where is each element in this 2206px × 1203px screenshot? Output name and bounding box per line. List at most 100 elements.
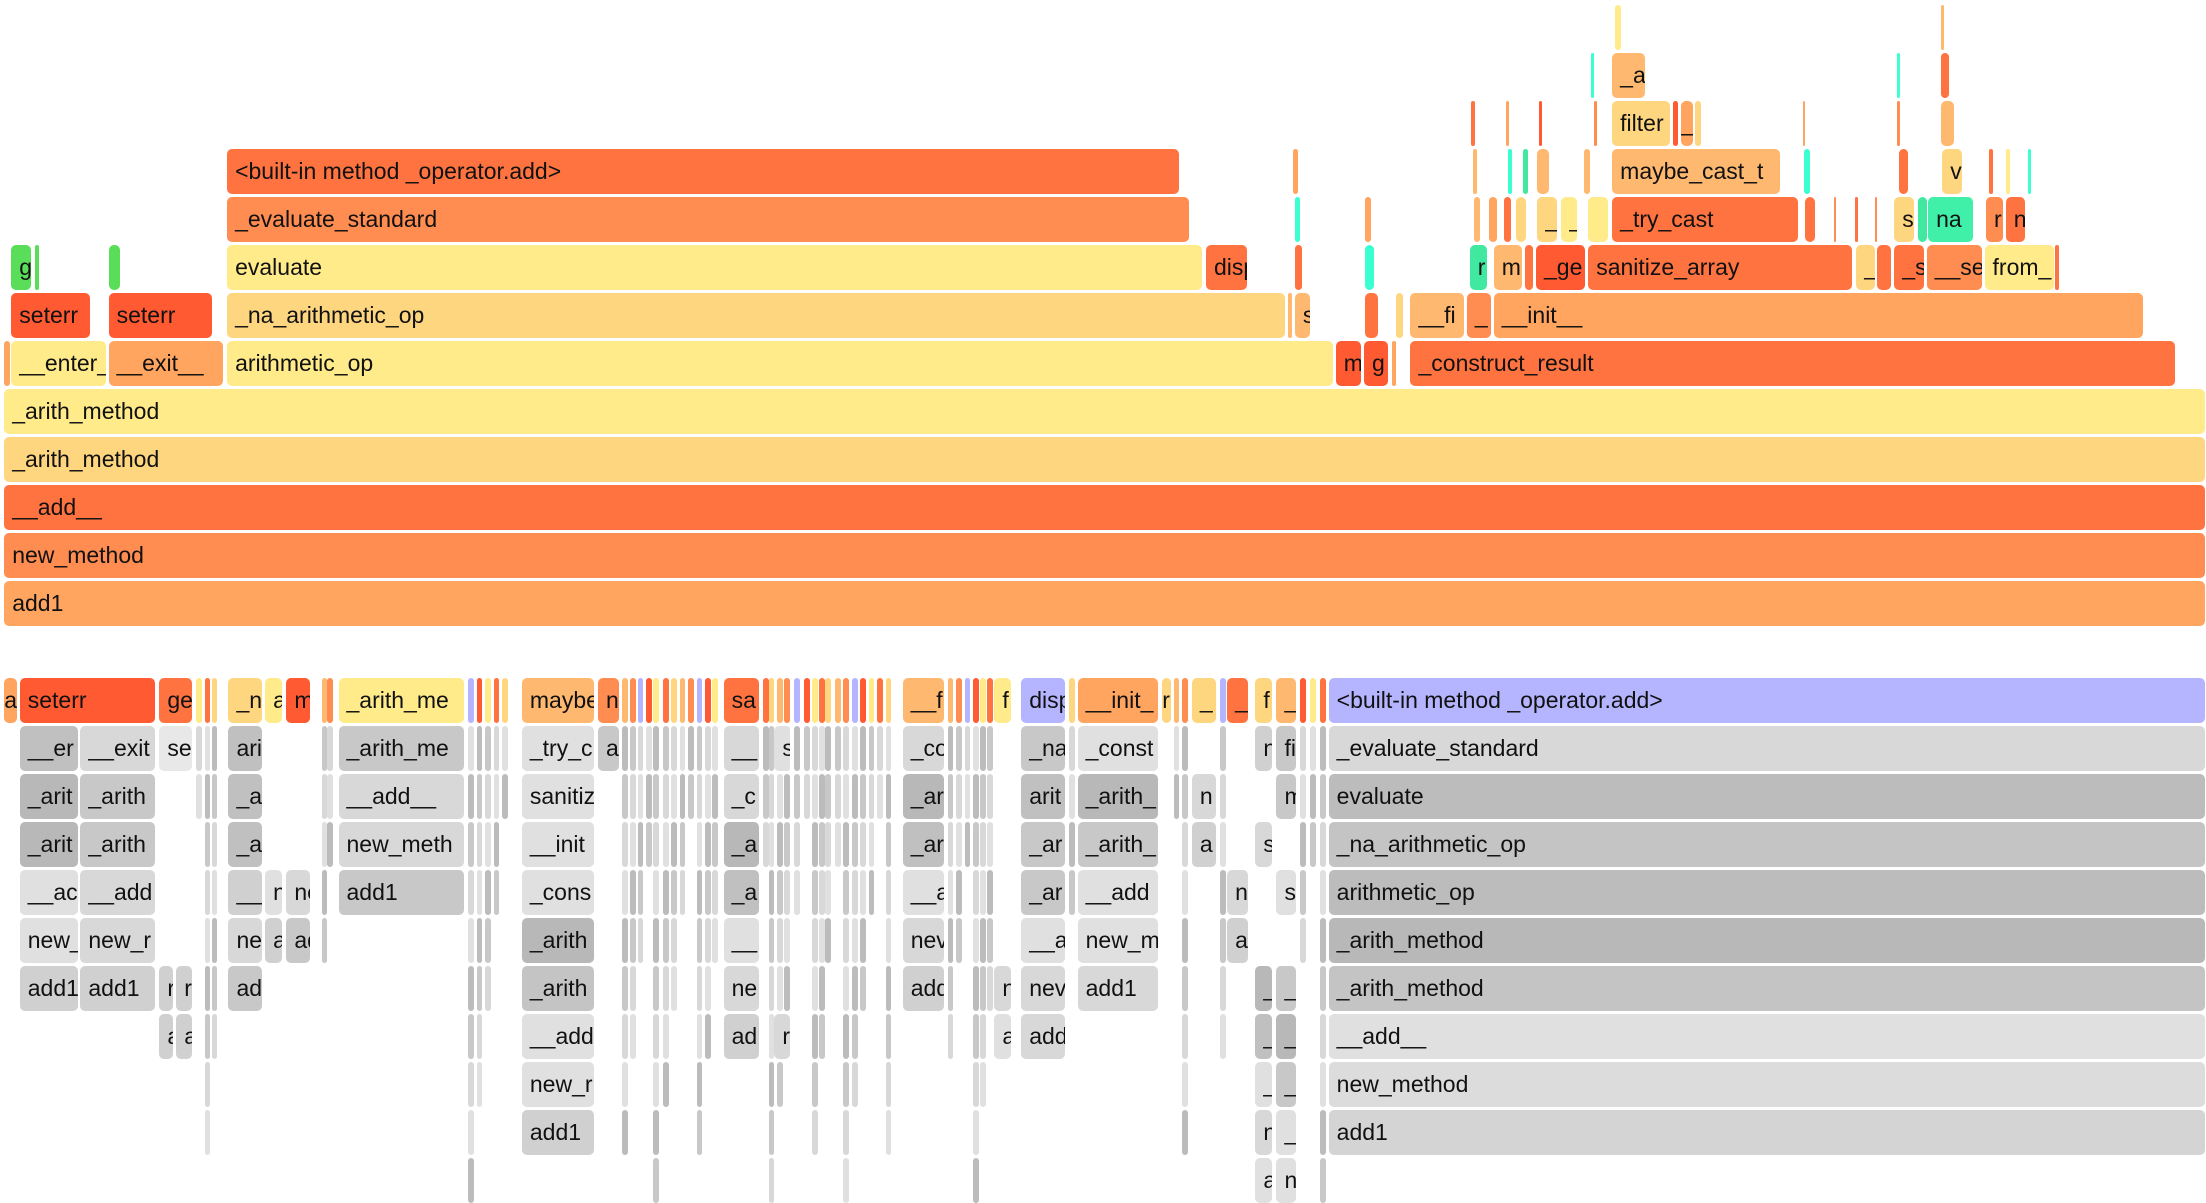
flame-frame-sliver[interactable] [630, 726, 637, 771]
flame-frame-sliver[interactable] [1220, 870, 1226, 915]
flame-frame-sliver[interactable] [653, 774, 659, 819]
flame-frame-sliver[interactable] [1181, 678, 1188, 723]
flame-frame-sliver[interactable] [987, 822, 993, 867]
flame-frame-sliver[interactable] [211, 726, 218, 771]
flame-frame[interactable]: __ [723, 918, 759, 963]
flame-frame-sliver[interactable] [1220, 822, 1226, 867]
flame-frame[interactable]: add1 [19, 966, 78, 1011]
flame-frame-sliver[interactable] [1320, 870, 1326, 915]
flame-frame-sliver[interactable] [835, 726, 841, 771]
flame-frame-sliver[interactable] [973, 918, 979, 963]
flame-frame-sliver[interactable] [1069, 774, 1075, 819]
flame-frame-sliver[interactable] [885, 1062, 892, 1107]
flame-frame[interactable]: _cons [521, 870, 594, 915]
flame-frame-sliver[interactable] [819, 966, 826, 1011]
flame-frame-sliver[interactable] [653, 966, 659, 1011]
flame-frame[interactable]: _ [1681, 101, 1693, 146]
flame-frame-sliver[interactable] [502, 774, 508, 819]
flame-frame-sliver[interactable] [696, 966, 703, 1011]
flame-frame-sliver[interactable] [812, 678, 819, 723]
flame-frame[interactable]: _a [228, 822, 263, 867]
flame-frame[interactable]: _arith_method [1328, 966, 2205, 1011]
flame-frame-sliver[interactable] [696, 870, 703, 915]
flame-frame[interactable]: a [4, 678, 17, 723]
flame-frame-sliver[interactable] [1805, 197, 1816, 242]
flame-frame-sliver[interactable] [1300, 726, 1307, 771]
flame-frame-sliver[interactable] [768, 1062, 775, 1107]
flame-frame[interactable]: _na [1021, 726, 1065, 771]
flame-frame[interactable]: ari [228, 726, 263, 771]
flame-frame[interactable]: f [1255, 678, 1273, 723]
flame-frame-sliver[interactable] [777, 966, 783, 1011]
flame-frame-sliver[interactable] [768, 1110, 775, 1155]
flame-frame-sliver[interactable] [622, 774, 628, 819]
flame-frame[interactable]: ne [228, 918, 263, 963]
flame-frame-sliver[interactable] [327, 726, 333, 771]
flame-frame-sliver[interactable] [1537, 149, 1549, 194]
flame-frame[interactable]: __add__ [338, 774, 465, 819]
flame-frame-sliver[interactable] [1310, 774, 1316, 819]
flame-frame-sliver[interactable] [803, 726, 810, 771]
flame-frame-sliver[interactable] [877, 774, 883, 819]
flame-frame-sliver[interactable] [973, 678, 979, 723]
flame-frame-sliver[interactable] [2005, 149, 2010, 194]
flame-frame[interactable]: _a [228, 774, 263, 819]
flame-frame-sliver[interactable] [705, 822, 711, 867]
flame-frame-sliver[interactable] [662, 1062, 669, 1107]
flame-frame-sliver[interactable] [630, 678, 637, 723]
flame-frame-sliver[interactable] [1181, 918, 1188, 963]
flame-frame[interactable]: a [265, 918, 283, 963]
flame-frame-sliver[interactable] [851, 678, 858, 723]
flame-frame[interactable]: _ [1255, 1014, 1273, 1059]
flame-frame[interactable]: new_meth [338, 822, 465, 867]
flame-frame-sliver[interactable] [493, 726, 500, 771]
flame-frame-sliver[interactable] [987, 726, 993, 771]
flame-frame[interactable]: sanitiz [521, 774, 594, 819]
flame-frame[interactable]: __add [1077, 870, 1158, 915]
flame-frame[interactable]: add1 [521, 1110, 594, 1155]
flame-frame[interactable]: new_method [4, 533, 2205, 578]
flame-frame[interactable]: _ [1227, 678, 1249, 723]
flame-frame-sliver[interactable] [696, 918, 703, 963]
flame-frame-sliver[interactable] [987, 774, 993, 819]
flame-frame-sliver[interactable] [637, 822, 644, 867]
flame-frame-sliver[interactable] [1516, 197, 1527, 242]
flame-frame[interactable]: r [159, 966, 174, 1011]
flame-frame-sliver[interactable] [712, 870, 718, 915]
flame-frame[interactable]: _arit [19, 822, 78, 867]
flame-frame[interactable]: _arith [80, 774, 156, 819]
flame-frame-sliver[interactable] [1802, 101, 1806, 146]
flame-frame-sliver[interactable] [637, 774, 644, 819]
flame-frame[interactable]: nev [1021, 966, 1065, 1011]
flame-frame-sliver[interactable] [476, 822, 483, 867]
flame-frame-sliver[interactable] [1320, 822, 1326, 867]
flame-frame[interactable]: __a [1021, 918, 1065, 963]
flame-frame-sliver[interactable] [973, 1014, 979, 1059]
flame-frame[interactable]: ge [159, 678, 192, 723]
flame-frame[interactable]: r [774, 1014, 790, 1059]
flame-frame-sliver[interactable] [763, 678, 769, 723]
flame-frame-sliver[interactable] [843, 1158, 850, 1203]
flame-frame-sliver[interactable] [980, 966, 986, 1011]
flame-frame[interactable]: n [598, 678, 620, 723]
flame-frame[interactable]: __init__ [1493, 293, 2143, 338]
flame-frame-sliver[interactable] [622, 1062, 628, 1107]
flame-frame-sliver[interactable] [1320, 918, 1326, 963]
flame-frame-sliver[interactable] [819, 918, 826, 963]
flame-frame-sliver[interactable] [825, 870, 831, 915]
flame-frame-sliver[interactable] [630, 870, 637, 915]
flame-frame[interactable]: new_method [1328, 1062, 2205, 1107]
flame-frame-sliver[interactable] [768, 1158, 775, 1203]
flame-frame-sliver[interactable] [768, 966, 775, 1011]
flame-frame-sliver[interactable] [1506, 101, 1510, 146]
flame-frame-sliver[interactable] [784, 966, 790, 1011]
flame-frame[interactable]: n [1255, 1110, 1273, 1155]
flame-frame[interactable]: ne [286, 870, 311, 915]
flame-frame-sliver[interactable] [1472, 149, 1477, 194]
flame-frame-sliver[interactable] [1300, 822, 1307, 867]
flame-frame-sliver[interactable] [653, 870, 659, 915]
flame-frame-sliver[interactable] [1503, 197, 1511, 242]
flame-frame-sliver[interactable] [671, 678, 678, 723]
flame-frame-sliver[interactable] [973, 822, 979, 867]
flame-frame[interactable]: _arith_me [338, 726, 465, 771]
